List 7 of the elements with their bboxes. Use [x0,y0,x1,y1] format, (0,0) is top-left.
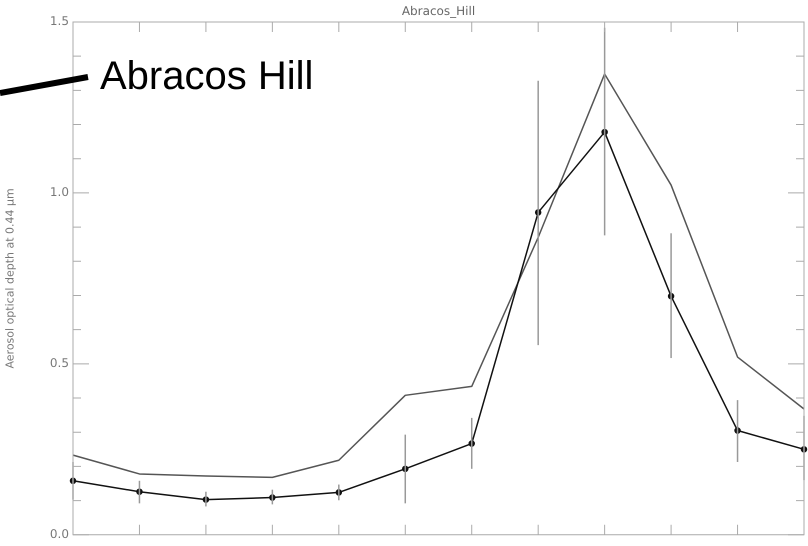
y-tick-label: 1.5 [50,14,69,28]
chart-title: Abracos_Hill [402,4,476,18]
y-tick-label: 1.0 [50,185,69,200]
annotation: Abracos Hill [100,54,314,98]
y-tick-label: 0.5 [50,356,69,370]
y-axis-title: Aerosol optical depth at 0.44 μm [3,188,16,369]
y-tick-label: 0.0 [50,526,69,541]
